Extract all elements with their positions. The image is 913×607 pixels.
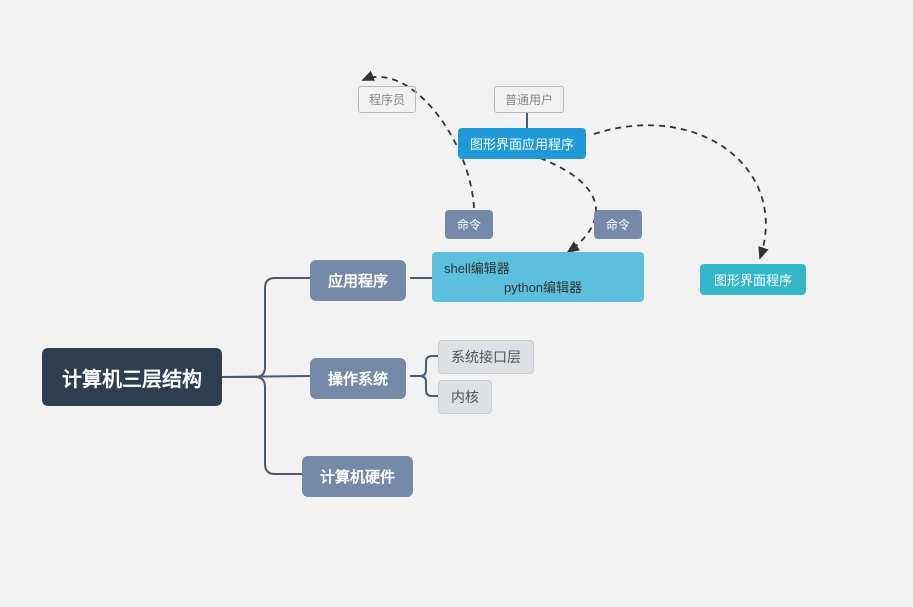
cmd-box-2: 命令 bbox=[594, 210, 642, 239]
python-editor-label: python编辑器 bbox=[504, 277, 582, 296]
branch-hw: 计算机硬件 bbox=[302, 456, 413, 497]
branch-os-label: 操作系统 bbox=[328, 368, 388, 389]
cmd-box-1: 命令 bbox=[445, 210, 493, 239]
sys-interface-label: 系统接口层 bbox=[451, 347, 521, 367]
leaf-kernel: 内核 bbox=[438, 380, 492, 414]
root-label: 计算机三层结构 bbox=[62, 363, 202, 392]
cmd1-label: 命令 bbox=[457, 216, 481, 233]
leaf-sys-interface: 系统接口层 bbox=[438, 340, 534, 374]
user-normal: 普通用户 bbox=[494, 86, 564, 113]
user-programmer: 程序员 bbox=[358, 86, 416, 113]
root-node: 计算机三层结构 bbox=[42, 348, 222, 406]
gui-app-node: 图形界面应用程序 bbox=[458, 128, 586, 159]
branch-app: 应用程序 bbox=[310, 260, 406, 301]
gui-program-label: 图形界面程序 bbox=[714, 270, 792, 289]
leaf-shell-python: shell编辑器 python编辑器 bbox=[432, 252, 644, 302]
programmer-label: 程序员 bbox=[369, 91, 405, 108]
kernel-label: 内核 bbox=[451, 387, 479, 407]
branch-app-label: 应用程序 bbox=[328, 270, 388, 291]
cmd2-label: 命令 bbox=[606, 216, 630, 233]
gui-program-node: 图形界面程序 bbox=[700, 264, 806, 295]
gui-app-label: 图形界面应用程序 bbox=[470, 134, 574, 153]
normal-user-label: 普通用户 bbox=[505, 91, 553, 108]
branch-os: 操作系统 bbox=[310, 358, 406, 399]
branch-hw-label: 计算机硬件 bbox=[320, 466, 395, 487]
shell-editor-label: shell编辑器 bbox=[444, 258, 510, 277]
